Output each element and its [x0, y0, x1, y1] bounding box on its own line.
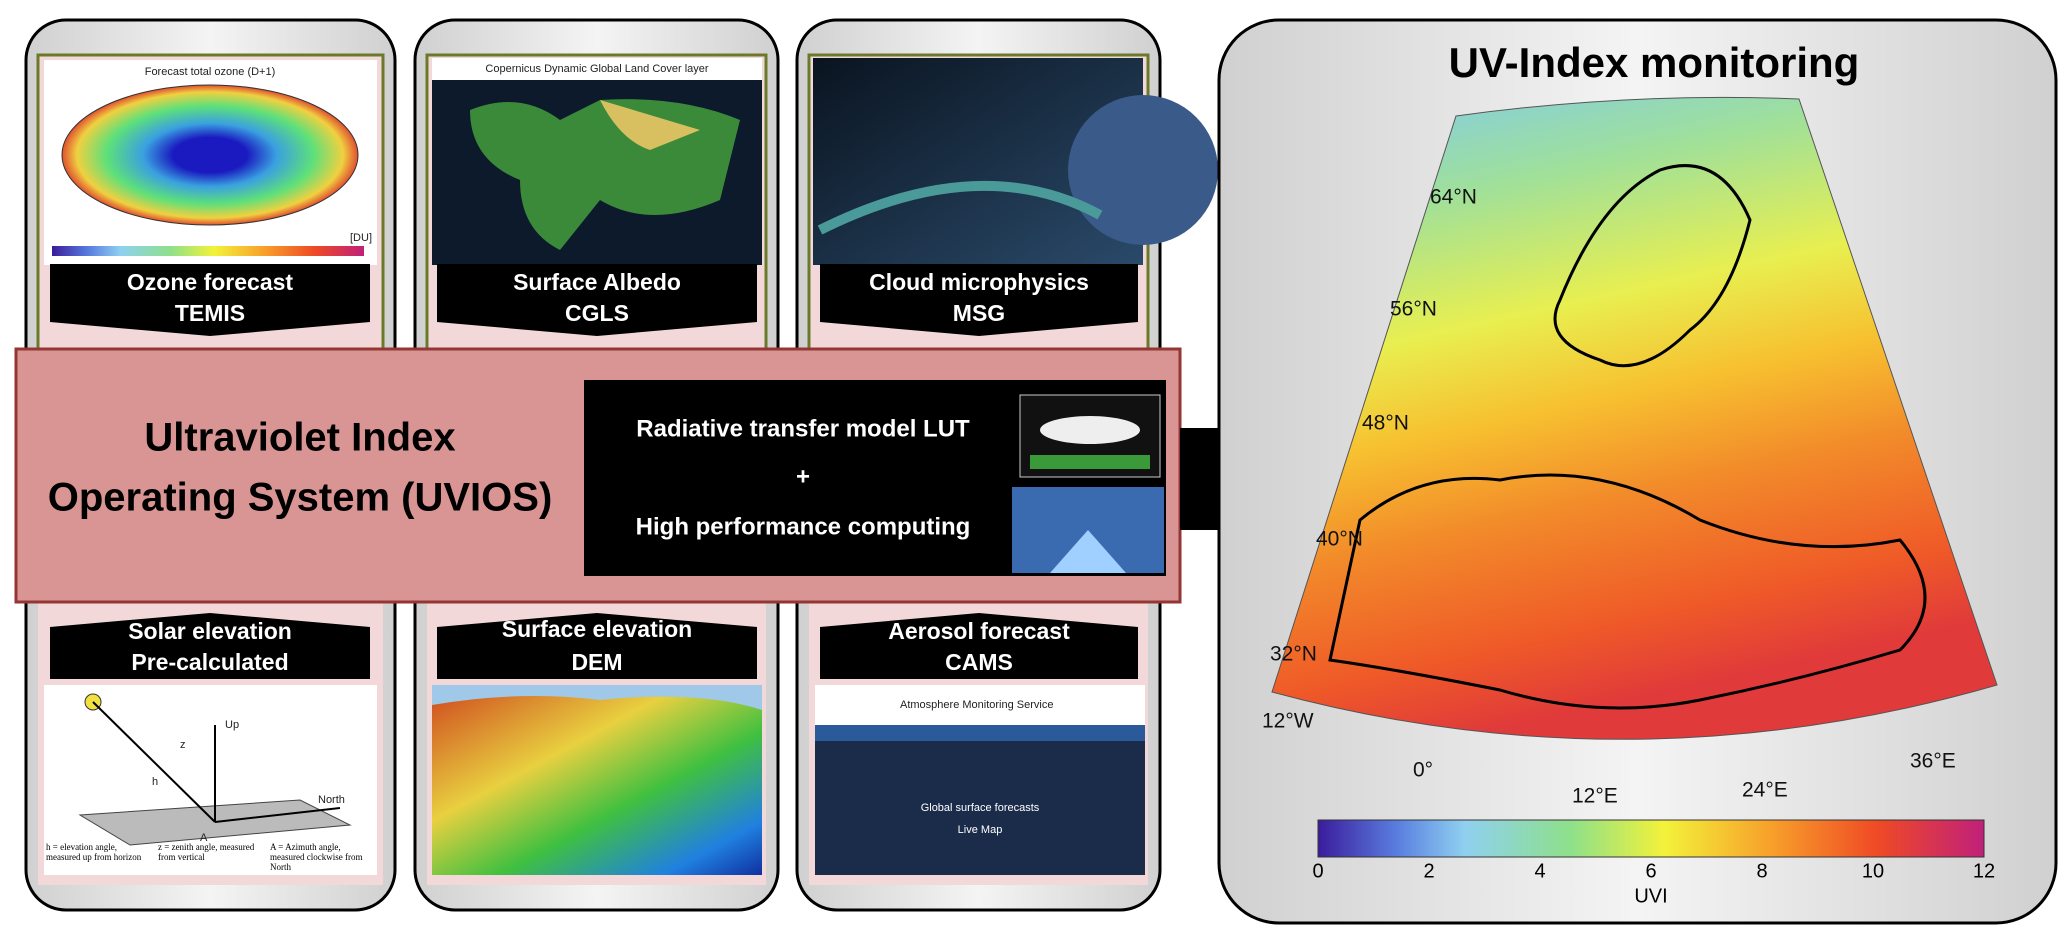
component: +: [796, 463, 810, 490]
panel-source: Pre-calculated: [131, 649, 288, 675]
colorbar-label: UVI: [1634, 885, 1667, 907]
banner: [437, 264, 757, 336]
lon-label: 12°W: [1262, 710, 1314, 733]
diagram-label: Up: [225, 719, 239, 731]
ground: [1030, 455, 1150, 469]
panel-source: MSG: [953, 300, 1005, 326]
lon-label: 24°E: [1742, 779, 1788, 802]
colorbar-tick-label: 4: [1534, 860, 1545, 882]
colorbar-tick-label: 6: [1645, 860, 1656, 882]
diagram-label: h: [152, 776, 158, 788]
lon-label: 12°E: [1572, 785, 1618, 808]
caption: h = elevation angle, measured up from ho…: [46, 842, 142, 862]
coastline: [1328, 473, 1927, 710]
caption-row: h = elevation angle, measured up from ho…: [46, 842, 376, 872]
image-text: Live Map: [958, 824, 1003, 836]
plane: [78, 799, 352, 846]
captions: h = elevation angle, measured up from ho…: [46, 842, 376, 872]
image: [44, 685, 377, 875]
panel-title: Ozone forecast: [127, 269, 293, 295]
corridor: [1050, 530, 1126, 573]
panel-title: Cloud microphysics: [869, 269, 1089, 295]
colorbar-ticks: 0 2 4 6 8 10 12: [1312, 860, 1995, 882]
panel-title: Solar elevation: [128, 618, 292, 644]
component: High performance computing: [636, 513, 971, 540]
component: Radiative transfer model LUT: [636, 415, 970, 442]
image-caption: Forecast total ozone (D+1): [145, 66, 276, 78]
banner: [50, 613, 370, 679]
banner: [50, 264, 370, 336]
colorbar-tick-label: 12: [1973, 860, 1995, 882]
diagram-label: A: [200, 832, 208, 844]
uv-map: [1271, 96, 1998, 740]
lon-label: 36°E: [1910, 750, 1956, 773]
image-header: [815, 685, 1145, 725]
ray: [92, 701, 216, 823]
diagram-label: z: [180, 739, 186, 751]
cloud: [1040, 416, 1140, 444]
lat-label: 56°N: [1390, 298, 1437, 321]
banner: [437, 613, 757, 679]
panel-source: CAMS: [945, 649, 1013, 675]
colorbar: [1317, 819, 1985, 858]
coastline: [1553, 164, 1752, 368]
lon-label: 0°: [1413, 759, 1433, 782]
caption: A = Azimuth angle, measured clockwise fr…: [270, 842, 363, 872]
panel-source: DEM: [571, 649, 622, 675]
earth: [1068, 95, 1218, 245]
panel-source: CGLS: [565, 300, 629, 326]
system-title: Operating System (UVIOS): [48, 476, 553, 520]
banner: [820, 264, 1138, 336]
image-header: [432, 58, 762, 80]
lat-label: 40°N: [1316, 528, 1363, 551]
ozone-legend: [52, 246, 364, 256]
ozone-map: [61, 84, 359, 226]
axis: [214, 807, 341, 823]
map-title: UV-Index monitoring: [1449, 39, 1860, 86]
lat-label: 32°N: [1270, 643, 1317, 666]
panel-source: TEMIS: [175, 300, 245, 326]
image-text: Global surface forecasts: [921, 802, 1040, 814]
colorbar-tick-label: 8: [1756, 860, 1767, 882]
caption: z = zenith angle, measured from vertical: [158, 842, 255, 862]
image-unit: [DU]: [350, 232, 372, 244]
image-text: Atmosphere Monitoring Service: [900, 699, 1053, 711]
terrain: [432, 696, 762, 875]
colorbar-tick-label: 10: [1862, 860, 1884, 882]
panel-title: Surface Albedo: [513, 269, 681, 295]
lat-label: 64°N: [1430, 186, 1477, 209]
system-title: Ultraviolet Index: [144, 416, 455, 460]
image-caption: Copernicus Dynamic Global Land Cover lay…: [485, 63, 708, 75]
diagram-label: North: [318, 794, 345, 806]
panel-title: Surface elevation: [502, 616, 692, 642]
land-cover: [600, 100, 700, 150]
orbit: [817, 180, 1103, 235]
panel-title: Aerosol forecast: [888, 618, 1070, 644]
menu: [815, 725, 1145, 741]
colorbar-tick-label: 2: [1423, 860, 1434, 882]
lat-label: 48°N: [1362, 412, 1409, 435]
banner: [820, 613, 1138, 679]
colorbar-tick-label: 0: [1312, 860, 1323, 882]
